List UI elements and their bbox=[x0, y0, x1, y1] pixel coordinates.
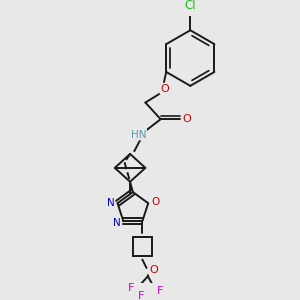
Text: O: O bbox=[160, 84, 169, 94]
Text: F: F bbox=[138, 291, 144, 300]
Text: HN: HN bbox=[131, 130, 146, 140]
Text: O: O bbox=[150, 265, 158, 275]
Text: Cl: Cl bbox=[184, 0, 196, 12]
Text: F: F bbox=[157, 286, 164, 296]
Text: N: N bbox=[107, 198, 115, 208]
Text: F: F bbox=[128, 283, 134, 293]
Text: O: O bbox=[182, 114, 190, 124]
Text: O: O bbox=[151, 197, 159, 207]
Text: N: N bbox=[112, 218, 120, 228]
